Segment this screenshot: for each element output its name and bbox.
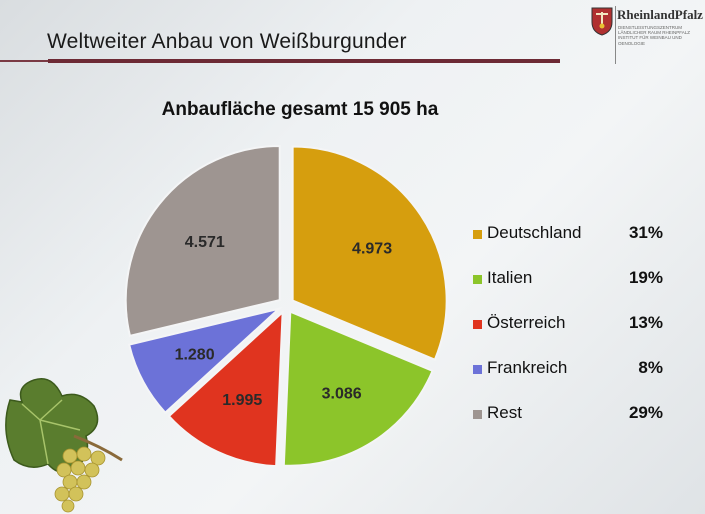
slide-title: Weltweiter Anbau von Weißburgunder	[47, 30, 407, 53]
legend-item-1: Italien 19%	[473, 267, 673, 312]
logo-subtitle: DIENSTLEISTUNGSZENTRUM LÄNDLICHER RAUM R…	[618, 25, 691, 46]
legend-item-4: Rest 29%	[473, 402, 673, 447]
legend-percent: 29%	[628, 403, 663, 422]
pie-slice-2	[167, 309, 284, 468]
pie-data-label-1: 3.086	[322, 385, 362, 402]
pie-data-label-2: 1.995	[222, 392, 262, 409]
legend-swatch	[473, 230, 482, 239]
coat-of-arms-icon	[591, 7, 613, 36]
pie-slice-4	[124, 145, 281, 338]
chart-legend: Deutschland 31% Italien 19% Österreich 13% Fra…	[473, 222, 673, 447]
pie-slice-1	[282, 310, 434, 467]
grape-leaf-icon	[5, 378, 123, 513]
title-rule	[48, 59, 560, 63]
logo-name: RheinlandPfalz	[617, 7, 703, 22]
pie-slice-0	[291, 145, 448, 361]
legend-swatch	[473, 410, 482, 419]
pie-data-label-0: 4.973	[352, 241, 392, 258]
legend-label: Deutschland	[487, 223, 582, 242]
legend-percent: 19%	[628, 268, 663, 287]
legend-swatch	[473, 320, 482, 329]
legend-label: Österreich	[487, 313, 566, 332]
legend-percent: 8%	[638, 358, 663, 377]
title-rule-left	[0, 60, 48, 62]
logo: RheinlandPfalz DIENSTLEISTUNGSZENTRUM LÄ…	[588, 4, 703, 66]
pie-data-label-3: 1.280	[175, 346, 215, 363]
legend-item-3: Frankreich 8%	[473, 357, 673, 402]
logo-divider	[615, 6, 616, 64]
chart-title: Anbaufläche gesamt 15 905 ha	[161, 99, 439, 120]
legend-label: Frankreich	[487, 358, 568, 377]
legend-percent: 31%	[628, 223, 663, 242]
legend-swatch	[473, 275, 482, 284]
legend-label: Rest	[487, 403, 522, 422]
legend-item-0: Deutschland 31%	[473, 222, 673, 267]
legend-percent: 13%	[628, 313, 663, 332]
legend-item-2: Österreich 13%	[473, 312, 673, 357]
pie-data-label-4: 4.571	[185, 234, 225, 251]
legend-label: Italien	[487, 268, 533, 287]
legend-swatch	[473, 365, 482, 374]
pie-slice-3	[127, 306, 283, 415]
